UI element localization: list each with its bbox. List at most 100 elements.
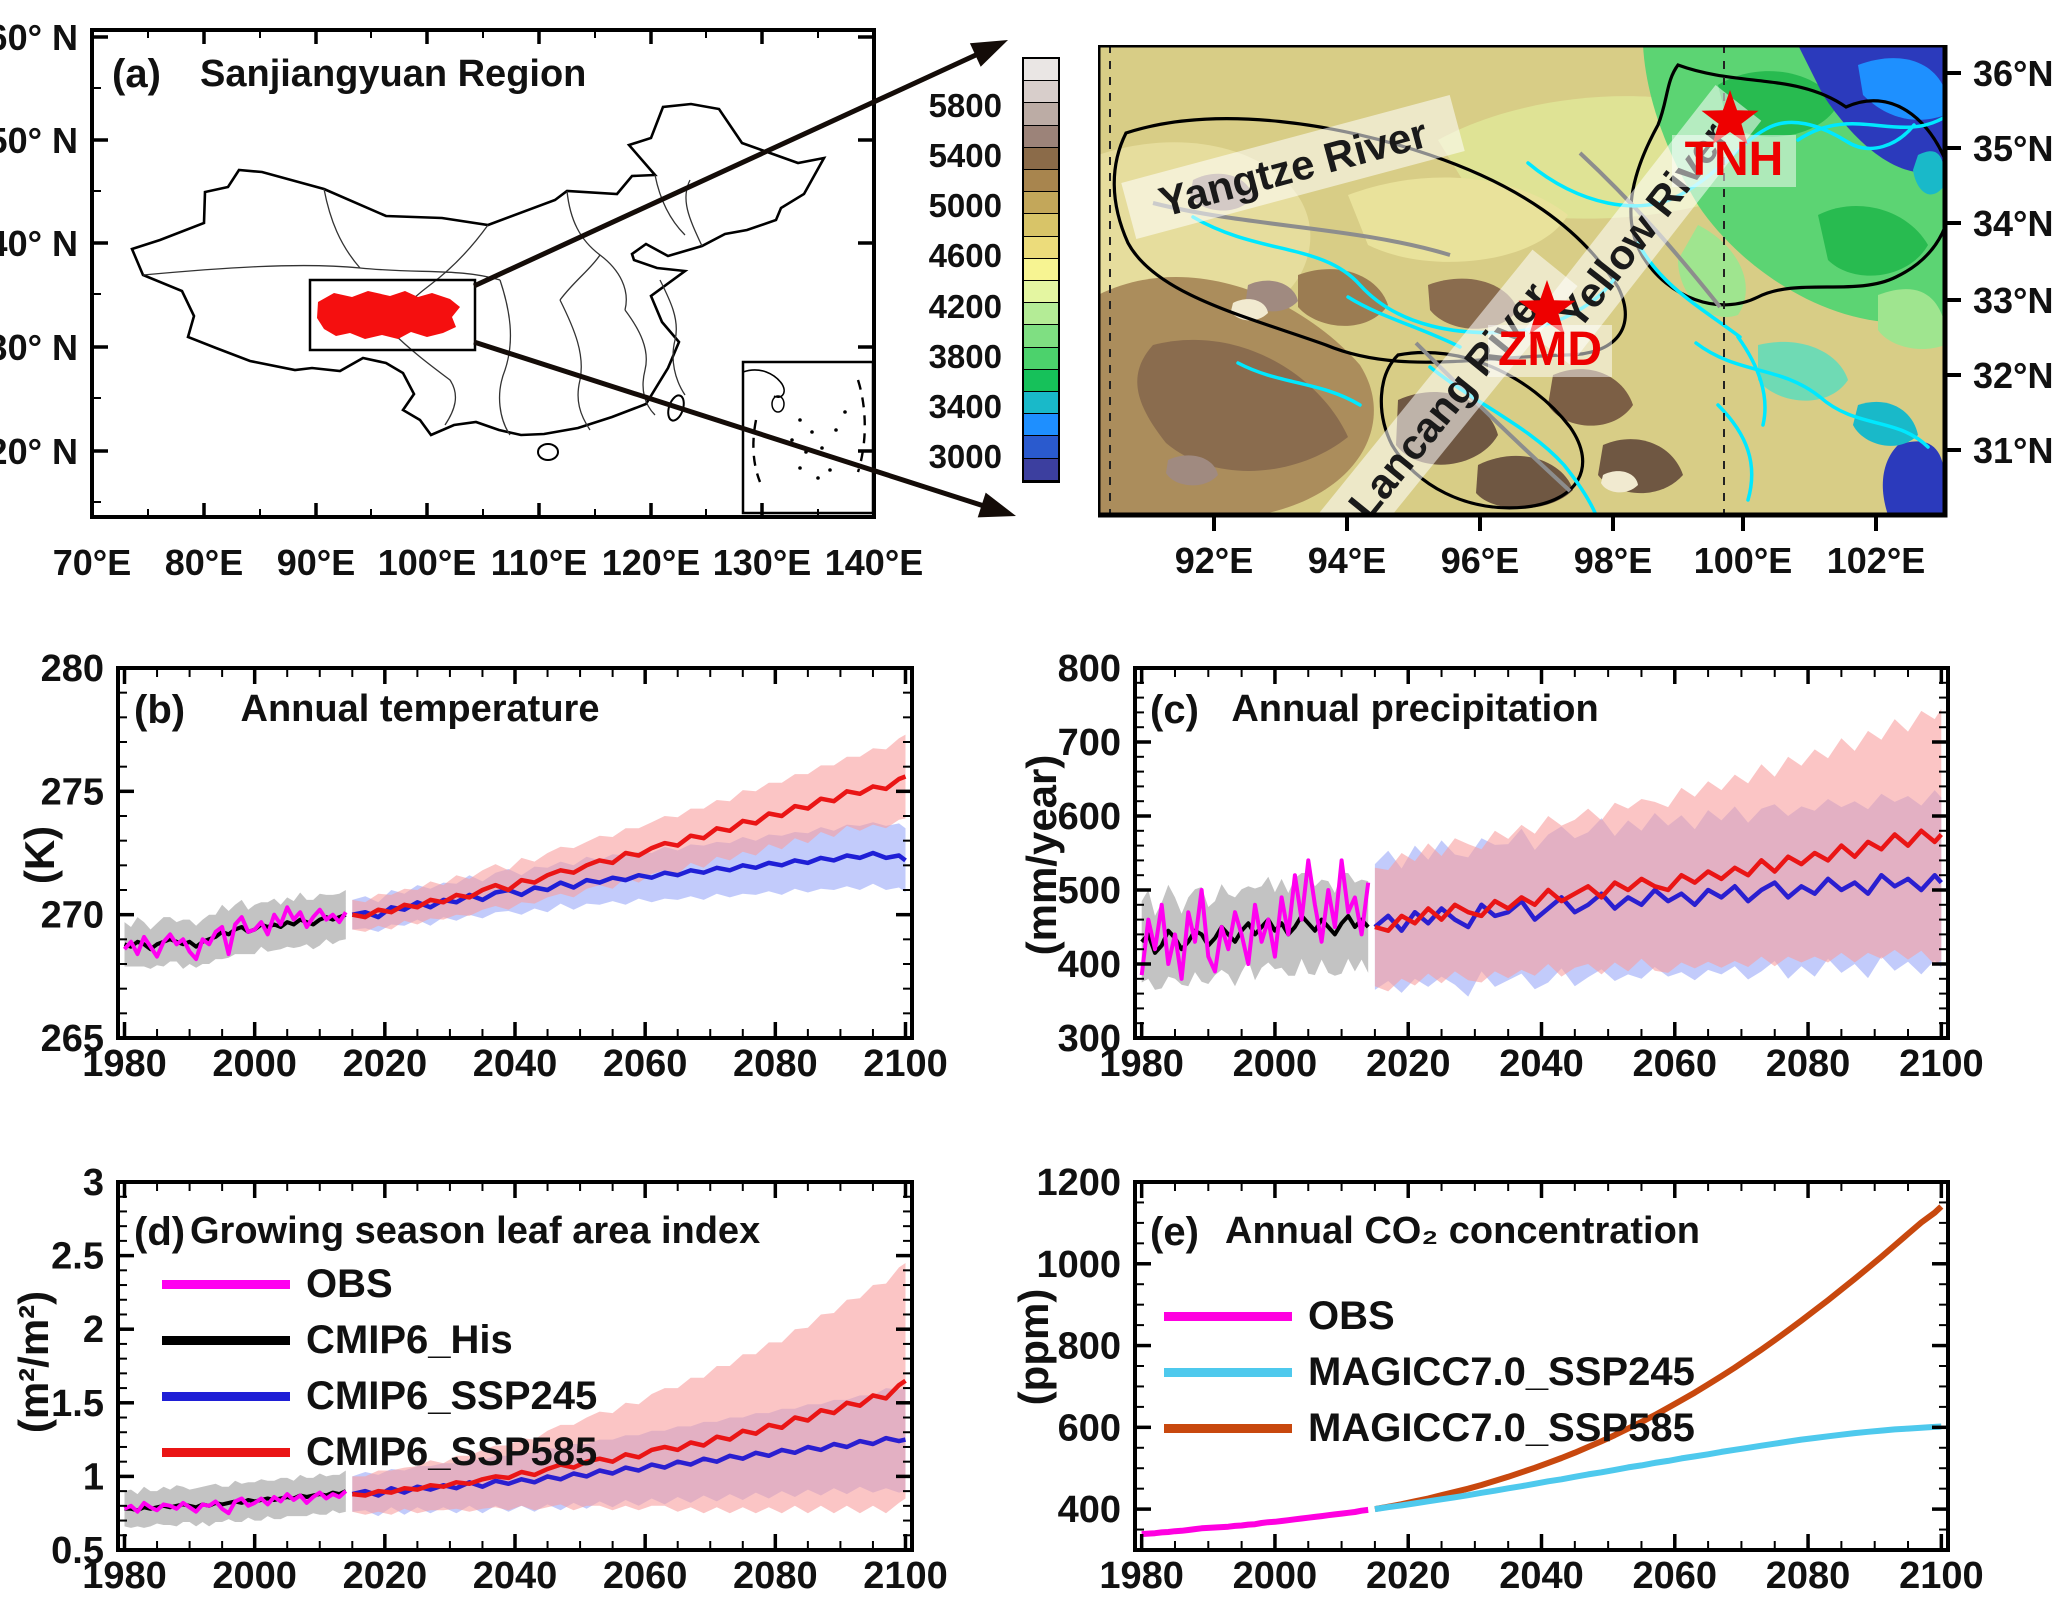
line-OBS — [122, 905, 348, 962]
station-label: ZMD — [1488, 323, 1612, 377]
svg-text:92°E: 92°E — [1175, 540, 1253, 581]
legend-row: CMIP6_SSP585 — [162, 1424, 597, 1480]
svg-text:20° N: 20° N — [0, 431, 78, 472]
line-CMIP6_His — [1140, 913, 1370, 955]
svg-text:2020: 2020 — [1366, 1043, 1451, 1085]
chart-d-title: Growing season leaf area index — [190, 1210, 761, 1252]
line-OBS — [1139, 858, 1371, 981]
chart-c-ylabel: (mm/year) — [1018, 754, 1065, 956]
legend-row: CMIP6_His — [162, 1312, 597, 1368]
colorbar-segment — [1024, 147, 1058, 171]
chart-growing-season-lai: 1980 2000 2020 2040 2060 2080 2100 0.5 1 1.5 2 2.5 3… — [0, 1152, 990, 1606]
svg-text:1: 1 — [83, 1456, 104, 1498]
svg-text:80°E: 80°E — [165, 542, 243, 583]
basin-outline — [1629, 63, 1945, 307]
svg-text:2020: 2020 — [1366, 1555, 1451, 1597]
chart-d-letter: (d) — [134, 1210, 186, 1254]
chart-annual-precipitation: 1980 2000 2020 2040 2060 2080 2100 300 400 500 600… — [1000, 640, 2067, 1105]
chart-c-title: Annual precipitation — [1231, 688, 1599, 730]
colorbar-segment — [1024, 458, 1058, 481]
svg-text:800: 800 — [1058, 648, 1121, 690]
svg-text:2080: 2080 — [733, 1555, 818, 1597]
region-box — [308, 278, 477, 352]
svg-text:120°E: 120°E — [602, 542, 700, 583]
colorbar-value: 5800 — [928, 87, 1002, 125]
panel-a-china-map: 60° N 50° N 40° N 30° N 20° N 70°E 80°E 90°E 100… — [0, 0, 1010, 640]
legend-label: CMIP6_SSP245 — [306, 1373, 598, 1418]
chart-annual-temperature: 1980 2000 2020 2040 2060 2080 2100 265 270 275 280… — [0, 640, 990, 1105]
colorbar-segment — [1024, 258, 1058, 282]
svg-text:700: 700 — [1058, 722, 1121, 764]
svg-text:2080: 2080 — [733, 1043, 818, 1085]
panel-a-letter: (a) — [112, 52, 161, 96]
legend-co2: OBS MAGICC7.0_SSP245 MAGICC7.0_SSP585 — [1164, 1288, 1695, 1456]
china-map-svg: 60° N 50° N 40° N 30° N 20° N 70°E 80°E 90°E 100… — [0, 17, 923, 583]
legend-label: CMIP6_His — [306, 1317, 513, 1362]
band-CMIP6_SSP585_range — [352, 1263, 906, 1515]
svg-text:265: 265 — [41, 1018, 104, 1060]
svg-text:34°N: 34°N — [1973, 203, 2053, 244]
colorbar-segment — [1024, 414, 1058, 437]
colorbar-segment — [1024, 392, 1058, 415]
svg-text:2000: 2000 — [212, 1555, 297, 1597]
legend-lai: OBS CMIP6_His CMIP6_SSP245 CMIP6_SSP585 — [162, 1256, 597, 1480]
legend-swatch-MAGICC7.0_SSP245 — [1164, 1367, 1292, 1377]
svg-text:70°E: 70°E — [53, 542, 131, 583]
colorbar-value: 4200 — [928, 287, 1002, 325]
svg-text:1200: 1200 — [1036, 1162, 1121, 1204]
arrow-head-bottom — [977, 492, 1016, 518]
svg-text:2100: 2100 — [863, 1555, 948, 1597]
legend-label: MAGICC7.0_SSP585 — [1308, 1405, 1695, 1450]
svg-text:TNH: TNH — [1685, 133, 1784, 186]
svg-text:60° N: 60° N — [0, 17, 78, 58]
svg-text:600: 600 — [1058, 1407, 1121, 1449]
elevation-colorbar — [1022, 57, 1060, 483]
line-CMIP6_SSP585 — [1374, 828, 1943, 933]
svg-text:140°E: 140°E — [825, 542, 923, 583]
colorbar-value: 3400 — [928, 387, 1002, 425]
chart-e-ylabel: (ppm) — [1010, 1288, 1057, 1406]
sanjiangyuan-region — [317, 291, 460, 339]
legend-row: MAGICC7.0_SSP585 — [1164, 1400, 1695, 1456]
colorbar-segment — [1024, 436, 1058, 459]
legend-swatch-CMIP6_SSP245 — [162, 1391, 290, 1401]
svg-text:300: 300 — [1058, 1018, 1121, 1060]
svg-text:100°E: 100°E — [1694, 540, 1792, 581]
svg-text:1980: 1980 — [1099, 1555, 1184, 1597]
svg-text:50° N: 50° N — [0, 120, 78, 161]
chart-annual-co2: 1980 2000 2020 2040 2060 2080 2100 400 600 800 100… — [1000, 1152, 2067, 1606]
svg-text:102°E: 102°E — [1827, 540, 1925, 581]
line-CMIP6_SSP585 — [351, 774, 907, 920]
line-OBS — [123, 1489, 348, 1516]
svg-text:2100: 2100 — [1899, 1043, 1984, 1085]
legend-label: OBS — [306, 1261, 393, 1306]
svg-text:2000: 2000 — [1233, 1555, 1318, 1597]
chart-svg-d: 1980 2000 2020 2040 2060 2080 2100 0.5 1 1.5 2 2.5 3 — [51, 1162, 948, 1597]
legend-swatch-OBS — [1164, 1311, 1292, 1321]
line-CMIP6_SSP245 — [1373, 872, 1943, 933]
svg-text:1.5: 1.5 — [51, 1383, 104, 1425]
colorbar-segment — [1024, 369, 1058, 393]
svg-text:270: 270 — [41, 895, 104, 937]
svg-text:36°N: 36°N — [1973, 53, 2053, 94]
svg-text:2060: 2060 — [603, 1555, 688, 1597]
svg-text:2040: 2040 — [1499, 1555, 1584, 1597]
svg-text:2100: 2100 — [863, 1043, 948, 1085]
svg-text:94°E: 94°E — [1308, 540, 1386, 581]
colorbar-segment — [1024, 170, 1058, 193]
svg-text:3: 3 — [83, 1162, 104, 1204]
station-star — [1701, 90, 1759, 145]
svg-text:600: 600 — [1058, 796, 1121, 838]
svg-text:275: 275 — [41, 771, 104, 813]
chart-e-title: Annual CO₂ concentration — [1225, 1210, 1701, 1252]
svg-text:90°E: 90°E — [277, 542, 355, 583]
colorbar-value: 4600 — [928, 237, 1002, 275]
line-MAGICC7.0_SSP245 — [1374, 1423, 1942, 1513]
colorbar-value: 5400 — [928, 137, 1002, 175]
svg-text:2080: 2080 — [1766, 1555, 1851, 1597]
legend-row: OBS — [162, 1256, 597, 1312]
svg-text:ZMD: ZMD — [1498, 323, 1602, 376]
band-CMIP6_SSP585_range — [352, 734, 906, 932]
